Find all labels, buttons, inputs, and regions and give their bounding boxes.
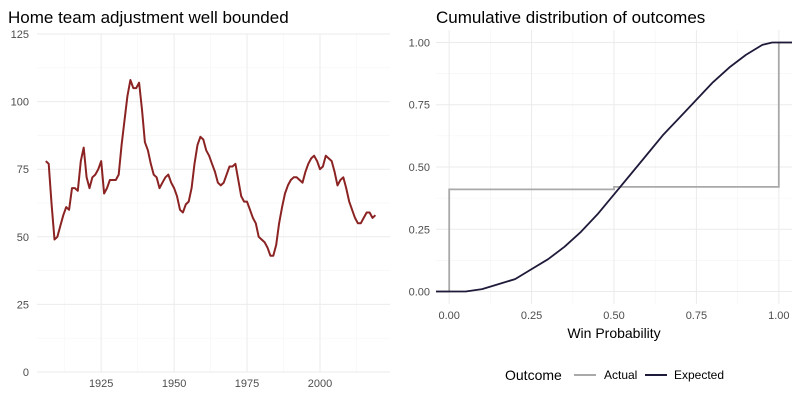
left-y-tick-label: 100 (11, 97, 29, 109)
right-y-tick-label: 0.75 (409, 100, 430, 112)
right-y-tick-label: 0.25 (409, 224, 430, 236)
left-x-tick-label: 2000 (308, 378, 332, 390)
legend: Outcome Actual Expected (505, 367, 724, 383)
left-chart-x-ticks: 1925 1950 1975 2000 (89, 378, 332, 390)
actual-cdf-line (436, 41, 792, 293)
right-x-tick-label: 0.50 (603, 310, 624, 322)
left-y-tick-label: 25 (17, 299, 29, 311)
right-y-tick-label: 1.00 (409, 37, 430, 49)
legend-label-expected: Expected (674, 368, 724, 382)
right-chart-x-axis-title: Win Probability (567, 325, 660, 341)
right-chart-grid (436, 30, 792, 304)
left-chart-y-ticks: 0 25 50 75 100 125 (11, 29, 29, 379)
left-chart-grid (37, 33, 390, 373)
home-adjustment-line (45, 79, 377, 257)
left-y-tick-label: 125 (11, 29, 29, 41)
legend-label-actual: Actual (604, 368, 637, 382)
left-y-tick-label: 75 (17, 164, 29, 176)
right-chart-title: Cumulative distribution of outcomes (436, 8, 705, 27)
left-x-tick-label: 1950 (162, 378, 186, 390)
left-y-tick-label: 0 (23, 367, 29, 379)
right-x-tick-label: 1.00 (768, 310, 789, 322)
right-x-tick-label: 0.00 (438, 310, 459, 322)
right-y-tick-label: 0.50 (409, 162, 430, 174)
right-y-tick-label: 0.00 (409, 287, 430, 299)
left-x-tick-label: 1975 (235, 378, 259, 390)
left-x-tick-label: 1925 (89, 378, 113, 390)
legend-title: Outcome (505, 367, 562, 383)
right-x-tick-label: 0.25 (521, 310, 542, 322)
right-x-tick-label: 0.75 (686, 310, 707, 322)
right-chart-series (436, 41, 792, 293)
right-chart-x-ticks: 0.00 0.25 0.50 0.75 1.00 (438, 310, 789, 322)
left-chart-title: Home team adjustment well bounded (8, 8, 289, 27)
left-chart-series (45, 79, 377, 257)
expected-cdf-line (436, 41, 792, 293)
left-y-tick-label: 50 (17, 232, 29, 244)
right-chart-y-ticks: 0.00 0.25 0.50 0.75 1.00 (409, 37, 430, 298)
